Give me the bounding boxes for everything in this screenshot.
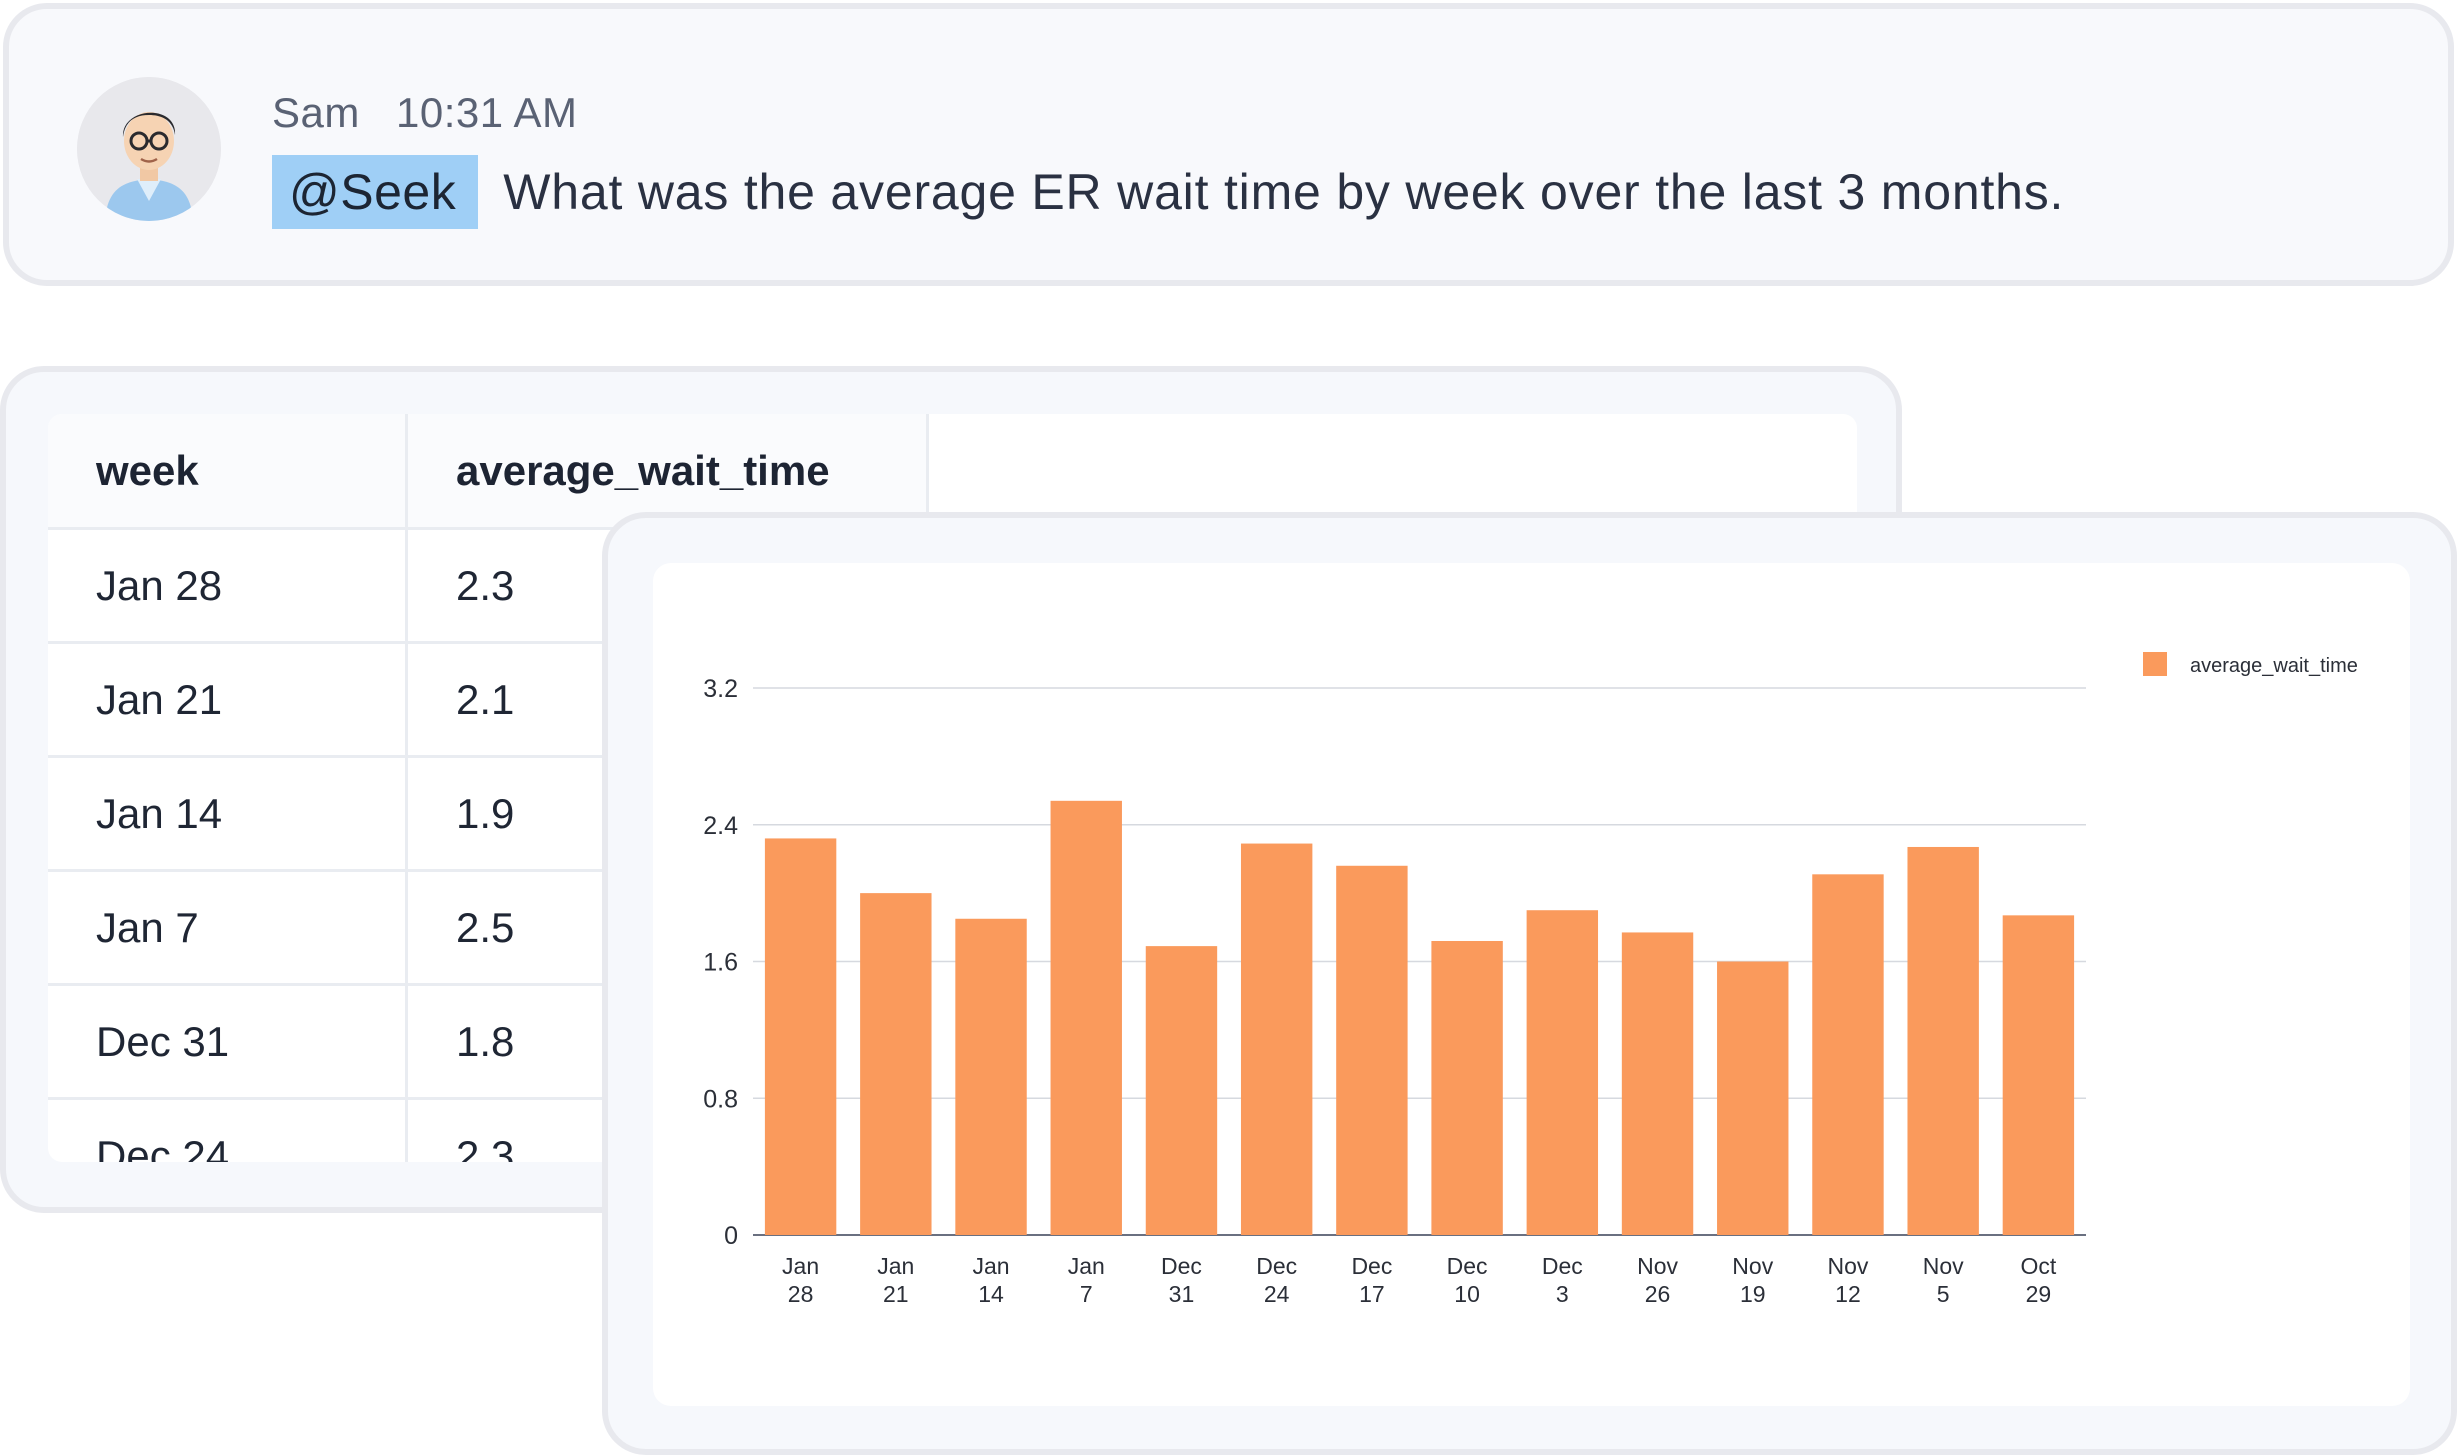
chart-bar — [860, 893, 932, 1235]
chart-bar — [1812, 874, 1884, 1235]
chart-bar — [1240, 843, 1313, 1235]
legend-label: average_wait_time — [2190, 655, 2358, 677]
y-tick-label: 0 — [724, 1222, 738, 1250]
x-tick-label: Nov — [1732, 1253, 1773, 1279]
message-card: Sam 10:31 AM @Seek What was the average … — [3, 3, 2454, 286]
avatar[interactable] — [77, 77, 221, 221]
x-tick-label: Nov — [1923, 1253, 1964, 1279]
x-tick-label: Nov — [1828, 1253, 1869, 1279]
x-tick-label: 17 — [1359, 1281, 1385, 1307]
chart-card: 0 0.8 1.6 2.4 3.2 Jan 28 Jan 21 Jan 14 Jan 7 Dec 31 Dec… — [602, 512, 2457, 1455]
y-tick-label: 0.8 — [703, 1085, 738, 1113]
x-tick-label: Dec — [1256, 1253, 1297, 1279]
table-header-row: week average_wait_time — [48, 414, 929, 530]
legend-swatch — [2143, 652, 2167, 676]
chart-bar — [1431, 940, 1503, 1235]
x-tick-label: 29 — [2026, 1281, 2052, 1307]
x-tick-label: 5 — [1937, 1281, 1950, 1307]
x-tick-label: Oct — [2021, 1253, 2057, 1279]
message-meta: Sam 10:31 AM — [272, 89, 578, 137]
mention-tag[interactable]: @Seek — [272, 155, 479, 229]
sender-name[interactable]: Sam — [272, 89, 360, 136]
x-tick-label: 10 — [1454, 1281, 1480, 1307]
x-tick-label: Jan — [877, 1253, 914, 1279]
x-tick-label: 12 — [1835, 1281, 1861, 1307]
chart-bar — [764, 838, 837, 1235]
message-text: What was the average ER wait time by wee… — [503, 164, 2065, 220]
cell-week: Jan 21 — [48, 642, 408, 758]
chart-container: 0 0.8 1.6 2.4 3.2 Jan 28 Jan 21 Jan 14 Jan 7 Dec 31 Dec… — [653, 563, 2410, 1406]
chart-bar — [1336, 865, 1408, 1235]
cell-week: Dec 24 — [48, 1098, 408, 1162]
cell-week: Dec 31 — [48, 984, 408, 1100]
chart-bar — [1526, 910, 1599, 1235]
chart-bar — [1717, 961, 1789, 1235]
x-tick-label: 28 — [788, 1281, 814, 1307]
x-tick-label: Nov — [1637, 1253, 1678, 1279]
chart-bar — [1145, 946, 1218, 1235]
x-tick-label: 21 — [883, 1281, 909, 1307]
x-tick-label: Dec — [1161, 1253, 1202, 1279]
x-tick-label: 26 — [1645, 1281, 1671, 1307]
cell-week: Jan 7 — [48, 870, 408, 986]
x-tick-label: 7 — [1080, 1281, 1093, 1307]
x-tick-label: Dec — [1447, 1253, 1488, 1279]
user-avatar-icon — [77, 77, 221, 221]
x-tick-label: Dec — [1351, 1253, 1392, 1279]
chart-bar — [1621, 932, 1694, 1235]
x-tick-label: Dec — [1542, 1253, 1583, 1279]
x-tick-label: 31 — [1169, 1281, 1195, 1307]
y-tick-label: 3.2 — [703, 675, 738, 703]
x-tick-label: 19 — [1740, 1281, 1766, 1307]
y-tick-label: 1.6 — [703, 949, 738, 977]
column-header-week[interactable]: week — [48, 414, 408, 530]
chart-bar — [2002, 915, 2075, 1235]
x-tick-label: Jan — [782, 1253, 819, 1279]
x-tick-label: Jan — [1068, 1253, 1105, 1279]
chart-bar — [955, 918, 1027, 1235]
message-time: 10:31 AM — [396, 89, 578, 136]
bar-chart: 00.81.62.43.2Jan28Jan21Jan14Jan7Dec31Dec… — [703, 652, 2358, 1307]
x-tick-label: 14 — [978, 1281, 1004, 1307]
message-body: @Seek What was the average ER wait time … — [272, 155, 2064, 229]
chart-bar — [1050, 800, 1122, 1235]
column-header-average-wait-time[interactable]: average_wait_time — [406, 414, 929, 530]
chart-bar — [1907, 846, 1979, 1235]
x-tick-label: 24 — [1264, 1281, 1290, 1307]
cell-week: Jan 28 — [48, 528, 408, 644]
x-tick-label: Jan — [972, 1253, 1009, 1279]
x-tick-label: 3 — [1556, 1281, 1569, 1307]
y-tick-label: 2.4 — [703, 812, 738, 840]
cell-week: Jan 14 — [48, 756, 408, 872]
